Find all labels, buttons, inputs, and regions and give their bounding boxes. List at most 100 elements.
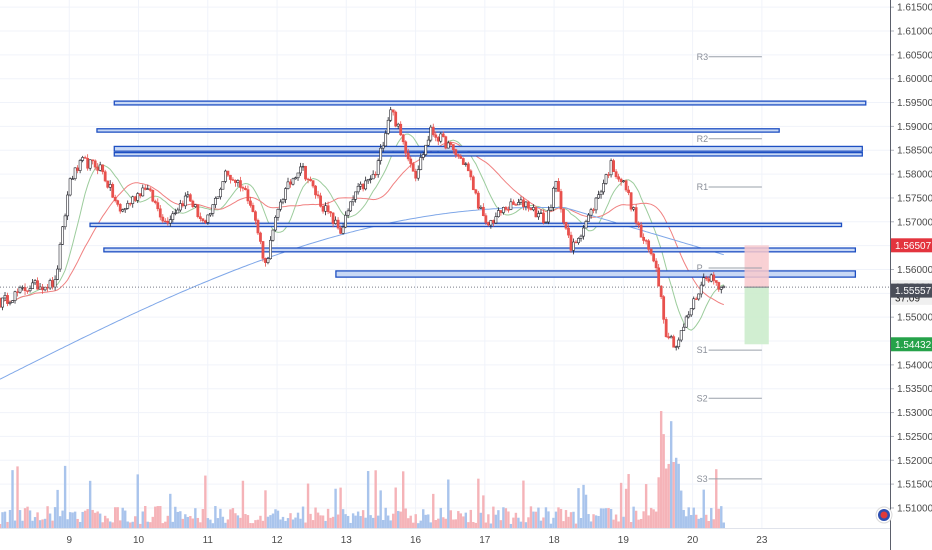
volume-bar <box>114 507 117 528</box>
volume-bar <box>417 523 420 528</box>
take-profit-zone[interactable] <box>744 287 769 345</box>
volume-bar <box>654 511 658 528</box>
candle-body <box>582 227 585 237</box>
volume-bar <box>346 515 350 528</box>
candle-body <box>421 154 425 158</box>
candle-body <box>717 282 721 290</box>
candle-body <box>321 205 325 212</box>
volume-bar <box>31 520 34 528</box>
candle-body <box>331 212 335 224</box>
candle-body <box>138 193 142 197</box>
volume-bar <box>567 516 570 528</box>
volume-bar <box>599 508 603 528</box>
grid-layer <box>0 0 890 528</box>
volume-bar <box>674 457 678 528</box>
volume-bar <box>201 509 205 528</box>
candle-body <box>557 181 560 192</box>
volume-bar <box>609 508 613 528</box>
candle-body <box>1 297 4 308</box>
volume-bar <box>697 518 700 528</box>
zone-4[interactable] <box>113 151 863 157</box>
candle-body <box>161 216 165 222</box>
candle-body <box>486 222 490 226</box>
volume-bar <box>266 516 270 528</box>
candle-body <box>196 204 200 217</box>
volume-bar <box>18 510 22 528</box>
candle-body <box>211 204 215 214</box>
zone-3[interactable] <box>113 145 863 152</box>
y-tick-label: 1.55000 <box>897 313 932 324</box>
candle-body <box>434 134 438 138</box>
volume-bar <box>569 512 573 528</box>
volume-bar <box>121 507 124 528</box>
candle-body <box>572 241 575 251</box>
volume-bar <box>677 463 680 528</box>
volume-bar <box>479 512 483 528</box>
candle-body <box>148 188 152 191</box>
candle-body <box>116 200 120 205</box>
candle-body <box>494 216 498 224</box>
volume-bar <box>582 484 585 528</box>
candle-body <box>431 126 435 136</box>
volume-bar <box>354 515 357 528</box>
volume-bar <box>206 518 210 528</box>
pivot-label-r3: R3 <box>697 52 709 62</box>
volume-bar <box>690 514 693 528</box>
candle-body <box>384 133 388 147</box>
volume-bar <box>149 522 152 528</box>
volume-bar <box>592 514 595 528</box>
candle-body <box>547 209 550 223</box>
zone-7[interactable] <box>335 270 857 278</box>
candle-body <box>101 164 105 173</box>
candle-body <box>699 284 703 295</box>
candle-body <box>81 157 85 161</box>
candle-body <box>78 160 82 171</box>
volume-bar <box>477 478 480 528</box>
volume-bar <box>627 474 630 528</box>
volume-bar <box>437 518 440 528</box>
volume-bar <box>8 509 12 528</box>
candle-body <box>517 202 520 206</box>
volume-bar <box>402 471 405 528</box>
candle-body <box>692 298 696 309</box>
candle-body <box>592 209 595 211</box>
candle-body <box>709 274 713 282</box>
volume-bar <box>241 480 245 528</box>
candle-body <box>356 185 360 193</box>
volume-bar <box>374 470 377 528</box>
candle-body <box>404 141 408 154</box>
price-tag <box>891 337 932 352</box>
candle-body <box>524 201 528 207</box>
zone-layer[interactable] <box>89 100 867 278</box>
x-tick-label: 10 <box>133 535 145 546</box>
volume-bar <box>552 517 555 528</box>
zone-5[interactable] <box>89 222 843 228</box>
volume-bar <box>414 514 417 528</box>
stop-loss-zone[interactable] <box>744 245 769 288</box>
zone-1[interactable] <box>113 100 867 106</box>
trade-position-layer[interactable] <box>744 245 769 345</box>
volume-bar <box>199 522 202 528</box>
volume-bar <box>144 506 147 528</box>
candle-body <box>552 187 555 208</box>
volume-bar <box>356 511 360 528</box>
candle-body <box>707 278 711 282</box>
candle-body <box>229 174 232 180</box>
candle-body <box>394 111 398 127</box>
x-tick-label: 20 <box>687 535 699 546</box>
candle-body <box>506 209 510 211</box>
candle-body <box>66 194 70 217</box>
logo-layer[interactable] <box>875 506 893 524</box>
candle-body <box>98 164 102 171</box>
volume-bar <box>88 480 92 528</box>
volume-bar <box>652 509 655 528</box>
volume-bar <box>607 508 610 528</box>
zone-6[interactable] <box>103 247 857 253</box>
candle-body <box>0 297 2 308</box>
zone-2[interactable] <box>96 128 780 133</box>
volume-bar <box>404 508 407 528</box>
volume-bar <box>467 522 470 528</box>
candle-body <box>649 249 653 255</box>
logo-icon-core <box>880 511 888 519</box>
